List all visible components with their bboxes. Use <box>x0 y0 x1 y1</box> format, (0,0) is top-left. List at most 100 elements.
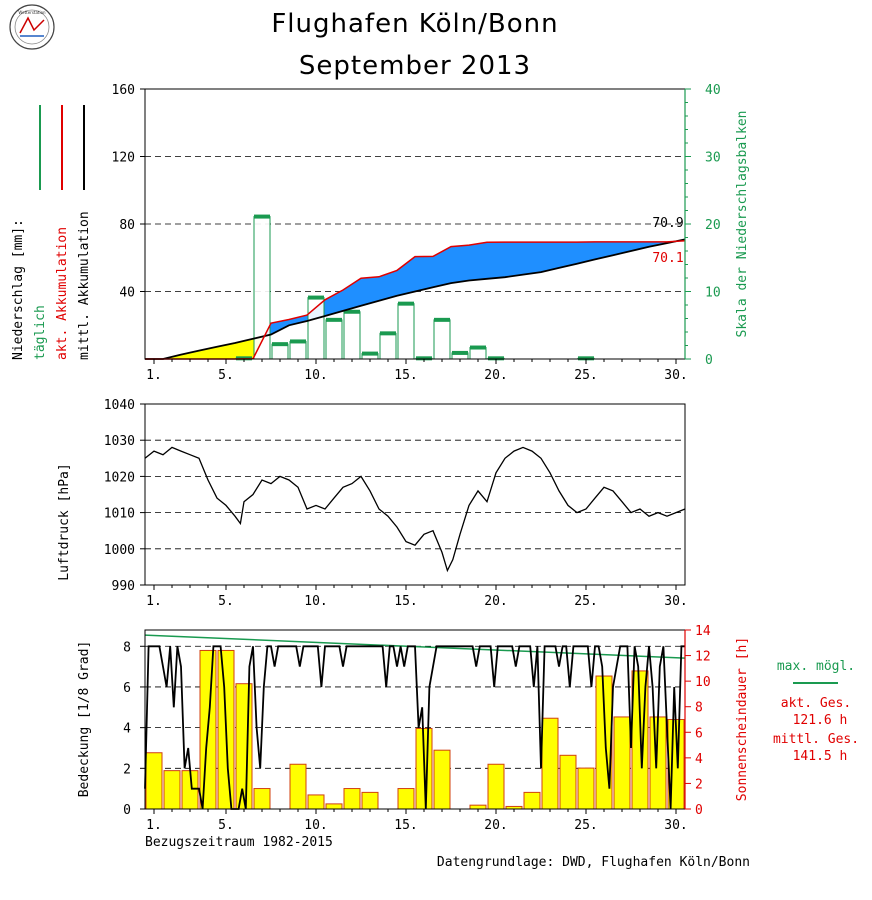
daily-precip-bar-cap <box>488 356 504 361</box>
precipitation-panel: 40 80 120 160 0 10 20 30 40 1. 5. 10. 15. 20. 25. 30.… <box>11 83 750 383</box>
surplus-area <box>379 270 397 301</box>
surplus-area <box>361 276 379 306</box>
x-tick-label: 1. <box>146 594 162 609</box>
x-tick-label: 15. <box>394 368 417 383</box>
surplus-area <box>343 278 361 311</box>
sunshine-bar <box>145 752 163 810</box>
daily-precip-bar-cap <box>308 295 324 300</box>
y-tick-label: 1010 <box>104 507 135 522</box>
daily-precip-bar-cap <box>254 214 270 219</box>
legend-max-label: max. mögl. <box>777 659 855 674</box>
surplus-area <box>433 246 451 288</box>
surplus-area <box>595 241 613 260</box>
daily-precip-bar <box>343 311 361 360</box>
y2-tick-label: 10 <box>695 675 711 690</box>
deficit-area <box>181 350 199 359</box>
daily-precip-bar <box>433 319 451 360</box>
y2-tick-label: 20 <box>705 218 721 233</box>
y-tick-label: 0 <box>123 803 131 818</box>
y2-tick-label: 2 <box>695 777 703 792</box>
y2-tick-label: 40 <box>705 83 721 98</box>
x-tick-label: 25. <box>574 594 597 609</box>
daily-precip-bar-cap <box>452 350 468 355</box>
sunshine-bar <box>397 788 415 810</box>
reference-period: Bezugszeitraum 1982-2015 <box>145 835 333 850</box>
y2-tick-label: 6 <box>695 726 703 741</box>
daily-precip-bar <box>379 332 397 360</box>
pressure-y-label: Luftdruck [hPa] <box>57 463 72 580</box>
y-tick-label: 160 <box>112 83 135 98</box>
y-tick-label: 40 <box>119 286 135 301</box>
sunshine-bar <box>325 803 343 810</box>
pressure-panel: 990 1000 1010 1020 1030 1040 1. 5. 10. 15. 20. 25.… <box>57 398 688 609</box>
y-tick-label: 6 <box>123 681 131 696</box>
legend-precip-title: Niederschlag [mm]: <box>11 219 26 360</box>
sunshine-y-label: Sonnenscheindauer [h] <box>735 637 750 801</box>
legend-mean-value: 141.5 h <box>793 749 848 764</box>
y2-tick-label: 4 <box>695 752 703 767</box>
pressure-plot-frame <box>144 403 686 586</box>
sunshine-bar <box>613 716 631 810</box>
surplus-area <box>487 242 505 279</box>
y-tick-label: 8 <box>123 640 131 655</box>
sunshine-bar <box>361 791 379 810</box>
daily-precip-bar-cap <box>470 345 486 350</box>
y-tick-label: 2 <box>123 762 131 777</box>
precipitation-legend: Niederschlag [mm]: täglich akt. Akkumula… <box>11 105 92 360</box>
daily-precip-bar <box>289 340 307 360</box>
sunshine-bar <box>577 767 595 810</box>
actual-total-label: 70.1 <box>652 251 683 266</box>
legend-mean-label: mittl. Ges. <box>773 732 859 747</box>
legend-mean: mittl. Akkumulation <box>77 211 92 360</box>
y2-tick-label: 30 <box>705 151 721 166</box>
sunshine-bar <box>289 763 307 810</box>
daily-precip-bar-cap <box>344 309 360 314</box>
surplus-area <box>505 242 523 278</box>
surplus-area <box>325 289 343 316</box>
x-tick-label: 30. <box>664 594 687 609</box>
x-tick-label: 10. <box>304 818 327 833</box>
x-tick-label: 1. <box>146 368 162 383</box>
x-tick-label: 15. <box>394 818 417 833</box>
sunshine-bar <box>163 770 181 810</box>
y2-tick-label: 10 <box>705 286 721 301</box>
y2-tick-label: 14 <box>695 624 711 639</box>
mean-accumulation-line <box>145 238 686 360</box>
sunshine-bar <box>487 763 505 810</box>
surplus-area <box>451 245 469 284</box>
legend-act-value: 121.6 h <box>793 713 848 728</box>
data-source: Datengrundlage: DWD, Flughafen Köln/Bonn <box>437 855 750 870</box>
y-tick-label: 1000 <box>104 543 135 558</box>
surplus-area <box>397 256 415 296</box>
legend-daily: täglich <box>33 305 48 360</box>
x-tick-label: 1. <box>146 818 162 833</box>
daily-precip-bar-cap <box>362 351 378 356</box>
y-tick-label: 990 <box>112 579 135 594</box>
mean-total-label: 70.9 <box>652 216 683 231</box>
sunshine-bar <box>343 788 361 810</box>
surplus-area <box>523 242 541 275</box>
y2-tick-label: 12 <box>695 650 711 665</box>
daily-precip-bar-cap <box>398 301 414 306</box>
y-tick-label: 1030 <box>104 434 135 449</box>
daily-precip-bar-cap <box>326 317 342 322</box>
surplus-area <box>415 256 433 292</box>
x-tick-label: 20. <box>484 594 507 609</box>
deficit-area <box>235 338 253 359</box>
y-tick-label: 4 <box>123 722 131 737</box>
x-tick-label: 30. <box>664 368 687 383</box>
y-tick-label: 1020 <box>104 470 135 485</box>
sunshine-bar <box>523 791 541 810</box>
cloud-y-label: Bedeckung [1/8 Grad] <box>77 641 92 798</box>
logo-text: Wetterstation <box>18 10 46 15</box>
x-tick-label: 25. <box>574 368 597 383</box>
daily-precip-bar <box>397 303 415 360</box>
surplus-area <box>631 241 649 251</box>
chart-title: Flughafen Köln/Bonn <box>271 9 558 39</box>
deficit-area <box>217 342 235 359</box>
daily-precip-bar <box>325 319 343 360</box>
x-tick-label: 15. <box>394 594 417 609</box>
sunshine-bar <box>541 717 559 810</box>
daily-precip-bar-cap <box>272 342 288 347</box>
y-tick-label: 1040 <box>104 398 135 413</box>
